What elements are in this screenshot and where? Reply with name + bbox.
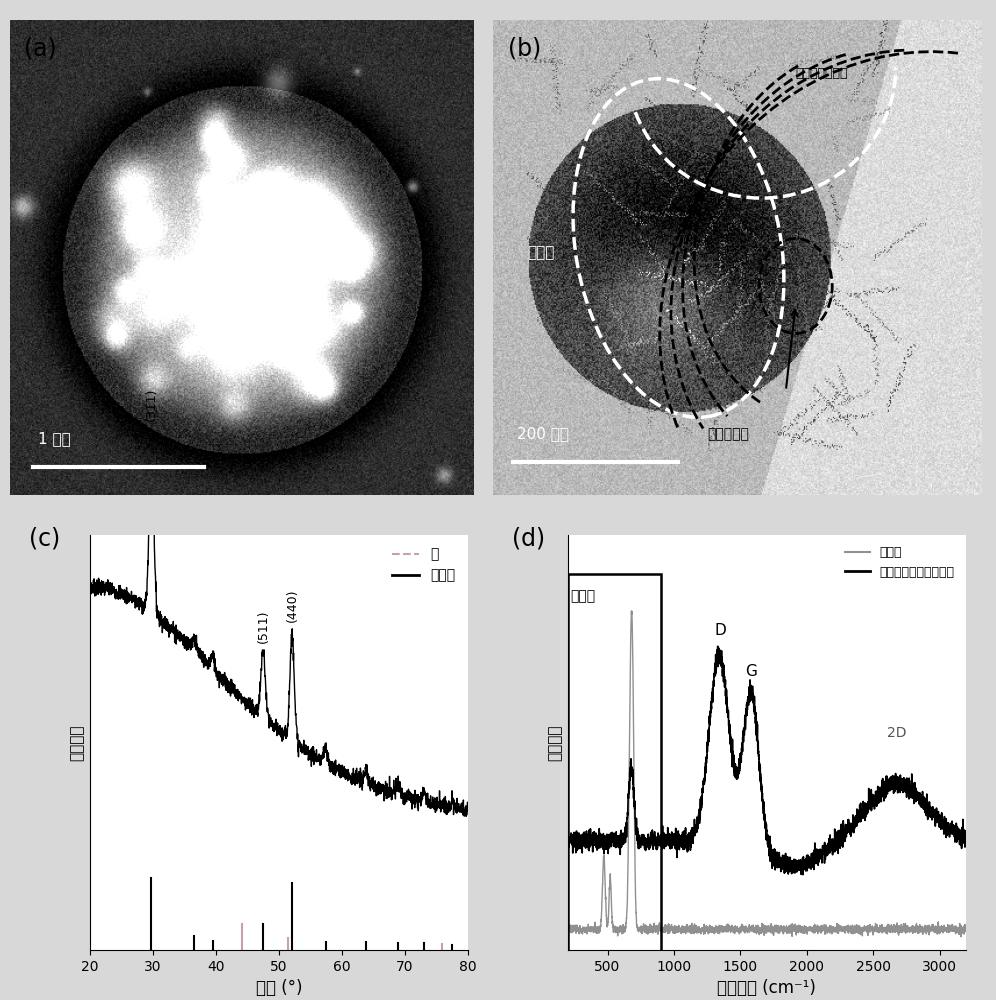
氮掺杂碳包覆的硫化钓 [952,828,964,840]
硫化钓 [145,428,157,440]
氮掺杂碳包覆的硫化钓 [960,838,972,850]
Line: 硫化钓: 硫化钓 [90,434,468,816]
Text: D: D [714,623,726,638]
硫化钓 [451,806,463,818]
硫化钓 [960,926,972,938]
硫化钓 [84,574,96,586]
Line: 硫化钓: 硫化钓 [568,611,966,937]
Legend: 钓, 硫化钓: 钓, 硫化钓 [386,542,461,588]
Text: (a): (a) [24,37,57,61]
Text: 硫化钓: 硫化钓 [571,589,596,603]
硫化钓 [630,921,642,933]
硫化钓 [625,605,637,617]
氮掺杂碳包覆的硫化钓 [630,825,642,837]
Bar [568,574,660,963]
硫化钓 [955,931,967,943]
Text: (511): (511) [257,609,270,643]
氮掺杂碳包覆的硫化钓 [909,782,921,794]
Y-axis label: 相对强度: 相对强度 [69,724,84,761]
硫化钓 [462,805,474,817]
X-axis label: 角度 (°): 角度 (°) [256,979,302,997]
氮掺杂碳包覆的硫化钓 [732,772,744,784]
X-axis label: 拉曼偏移 (cm⁻¹): 拉曼偏移 (cm⁻¹) [717,979,817,997]
Text: (440): (440) [286,589,299,622]
Text: 1 微米: 1 微米 [38,431,71,446]
Text: (311): (311) [145,388,158,421]
Text: 200 纳米: 200 纳米 [518,426,570,441]
氮掺杂碳包覆的硫化钓 [715,657,727,669]
Text: 2D: 2D [887,726,906,740]
硫化钓 [381,788,393,800]
Text: 硫化钓: 硫化钓 [527,245,555,260]
氮掺杂碳包覆的硫化钓 [608,835,620,847]
氮掺杂碳包覆的硫化钓 [797,869,809,881]
Text: 钓纳米颗粒: 钓纳米颗粒 [708,427,750,441]
氮掺杂碳包覆的硫化钓 [562,836,574,848]
氮掺杂碳包覆的硫化钓 [712,640,724,652]
硫化钓 [258,646,270,658]
Legend: 硫化钓, 氮掺杂碳包覆的硫化钓: 硫化钓, 氮掺杂碳包覆的硫化钓 [840,541,960,584]
硫化钓 [608,921,620,933]
硫化钓 [460,810,472,822]
硫化钓 [952,927,964,939]
硫化钓 [715,920,727,932]
Text: 氮掺杂碳纳米管: 氮掺杂碳纳米管 [796,67,849,80]
Text: (b): (b) [508,37,541,61]
硫化钓 [268,726,280,738]
硫化钓 [451,805,463,817]
Line: 氮掺杂碳包覆的硫化钓: 氮掺杂碳包覆的硫化钓 [568,646,966,875]
Text: (c): (c) [29,527,61,551]
Text: (d): (d) [512,527,545,551]
硫化钓 [562,925,574,937]
Text: G: G [745,664,757,679]
Y-axis label: 相对强度: 相对强度 [547,724,562,761]
硫化钓 [103,582,115,594]
硫化钓 [909,924,921,936]
硫化钓 [732,922,744,934]
